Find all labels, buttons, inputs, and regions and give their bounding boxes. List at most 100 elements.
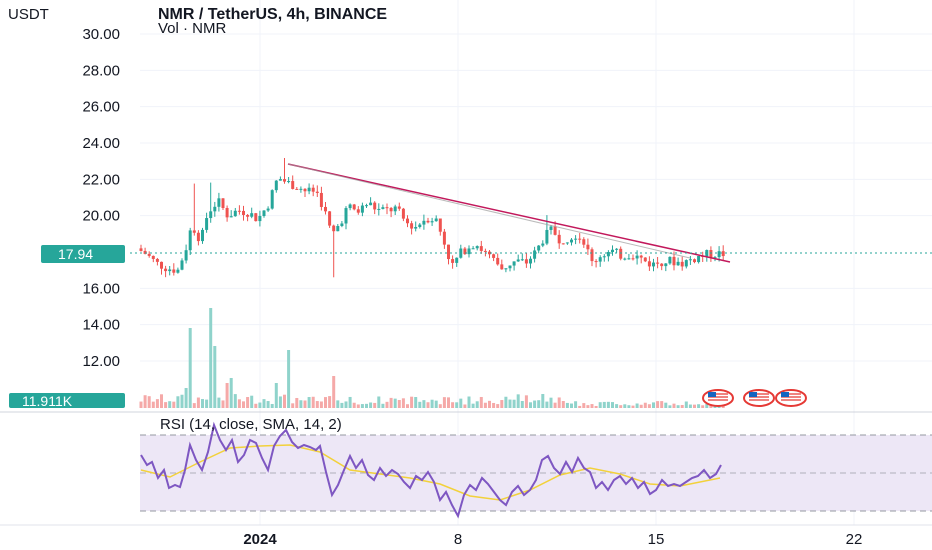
volume-bar <box>164 402 168 408</box>
volume-bar <box>455 402 459 408</box>
candle-body <box>504 268 508 270</box>
candle-body <box>287 181 291 183</box>
volume-bar <box>422 400 426 408</box>
candle-body <box>602 256 606 258</box>
candle-body <box>397 206 401 209</box>
volume-bar <box>221 400 225 408</box>
candle-body <box>537 245 541 251</box>
volume-bar <box>586 405 590 408</box>
us-flag-icon[interactable] <box>743 389 775 407</box>
volume-bar <box>701 405 705 408</box>
candle-body <box>680 261 684 267</box>
candle-body <box>295 188 299 190</box>
candle-body <box>471 248 475 250</box>
currency-label[interactable]: USDT <box>8 6 49 23</box>
trendline[interactable] <box>287 163 731 263</box>
volume-bar <box>570 403 573 408</box>
volume-bar <box>266 401 270 408</box>
candle-body <box>594 261 598 263</box>
volume-bar <box>664 402 668 408</box>
volume-bar <box>287 350 291 408</box>
trendline-main <box>287 163 731 263</box>
volume-bar <box>643 402 647 408</box>
price-tick-label: 16.00 <box>82 280 120 297</box>
volume-bar <box>656 401 660 408</box>
us-flag-icon[interactable] <box>702 389 734 407</box>
volume-bar <box>365 403 368 408</box>
price-tick-label: 12.00 <box>82 353 120 370</box>
candle-body <box>611 249 614 253</box>
rsi-panel <box>140 421 932 519</box>
candle-body <box>627 258 631 260</box>
volume-bar <box>139 401 143 408</box>
candle-body <box>184 250 188 261</box>
us-flag-icon[interactable] <box>775 389 807 407</box>
time-axis[interactable]: 2024 8 15 22 <box>243 531 862 548</box>
price-axis[interactable]: 30.00 28.00 26.00 24.00 22.00 20.00 16.00 14.00… <box>82 26 120 370</box>
candle-body <box>557 234 561 244</box>
volume-bar <box>406 404 409 408</box>
candle-body <box>373 202 377 210</box>
volume-bar <box>176 396 180 408</box>
volume-bar <box>172 401 176 408</box>
volume-bar <box>504 396 508 408</box>
volume-bar <box>541 394 545 408</box>
candle-body <box>565 242 569 244</box>
candle-body <box>225 208 229 218</box>
volume-bar <box>426 402 430 408</box>
candle-body <box>311 187 315 192</box>
volume-bar <box>680 404 684 408</box>
volume-bar <box>360 404 364 408</box>
volume-bar <box>475 401 479 408</box>
candle-body <box>340 223 344 226</box>
candle-body <box>221 198 225 209</box>
candle-body <box>299 188 303 190</box>
candle-body <box>524 259 528 264</box>
volume-bar <box>295 397 299 408</box>
volume-bar <box>488 400 491 408</box>
candle-body <box>684 260 688 267</box>
volume-bar <box>520 400 524 408</box>
volume-bar <box>303 400 307 408</box>
candle-body <box>697 255 701 263</box>
candle-body <box>151 255 155 259</box>
candle-body <box>270 190 274 209</box>
volume-bar <box>545 401 549 408</box>
economic-event-flags[interactable] <box>702 389 807 407</box>
candle-body <box>406 218 409 224</box>
volume-bar <box>512 399 516 408</box>
candle-body <box>520 259 524 261</box>
volume-bar <box>660 401 664 408</box>
volume-bar <box>311 396 315 408</box>
volume-bar <box>192 403 196 408</box>
volume-bar <box>348 396 352 408</box>
candle-body <box>656 262 660 264</box>
price-tick-label: 24.00 <box>82 135 120 152</box>
volume-bar <box>340 402 344 408</box>
candle-body <box>652 262 655 267</box>
volume-bar <box>401 398 405 408</box>
candle-body <box>721 251 725 257</box>
volume-bar <box>549 397 553 408</box>
candle-body <box>578 238 582 240</box>
volume-bar <box>668 405 672 408</box>
candle-body <box>143 250 147 254</box>
candle-body <box>303 188 307 192</box>
volume-bar <box>205 399 209 408</box>
volume-bar <box>500 400 504 408</box>
volume-bar <box>291 403 295 408</box>
candle-body <box>590 249 594 262</box>
candle-body <box>447 244 450 260</box>
volume-bar <box>471 403 475 408</box>
candlestick-series <box>139 158 725 278</box>
candle-body <box>598 257 602 262</box>
volume-bar <box>254 403 258 408</box>
candle-body <box>360 205 364 213</box>
candle-body <box>160 261 163 269</box>
price-tick-label: 20.00 <box>82 208 120 225</box>
candle-body <box>389 207 393 212</box>
candle-body <box>283 179 286 182</box>
volume-bar <box>258 402 262 408</box>
volume-bar <box>274 383 278 408</box>
